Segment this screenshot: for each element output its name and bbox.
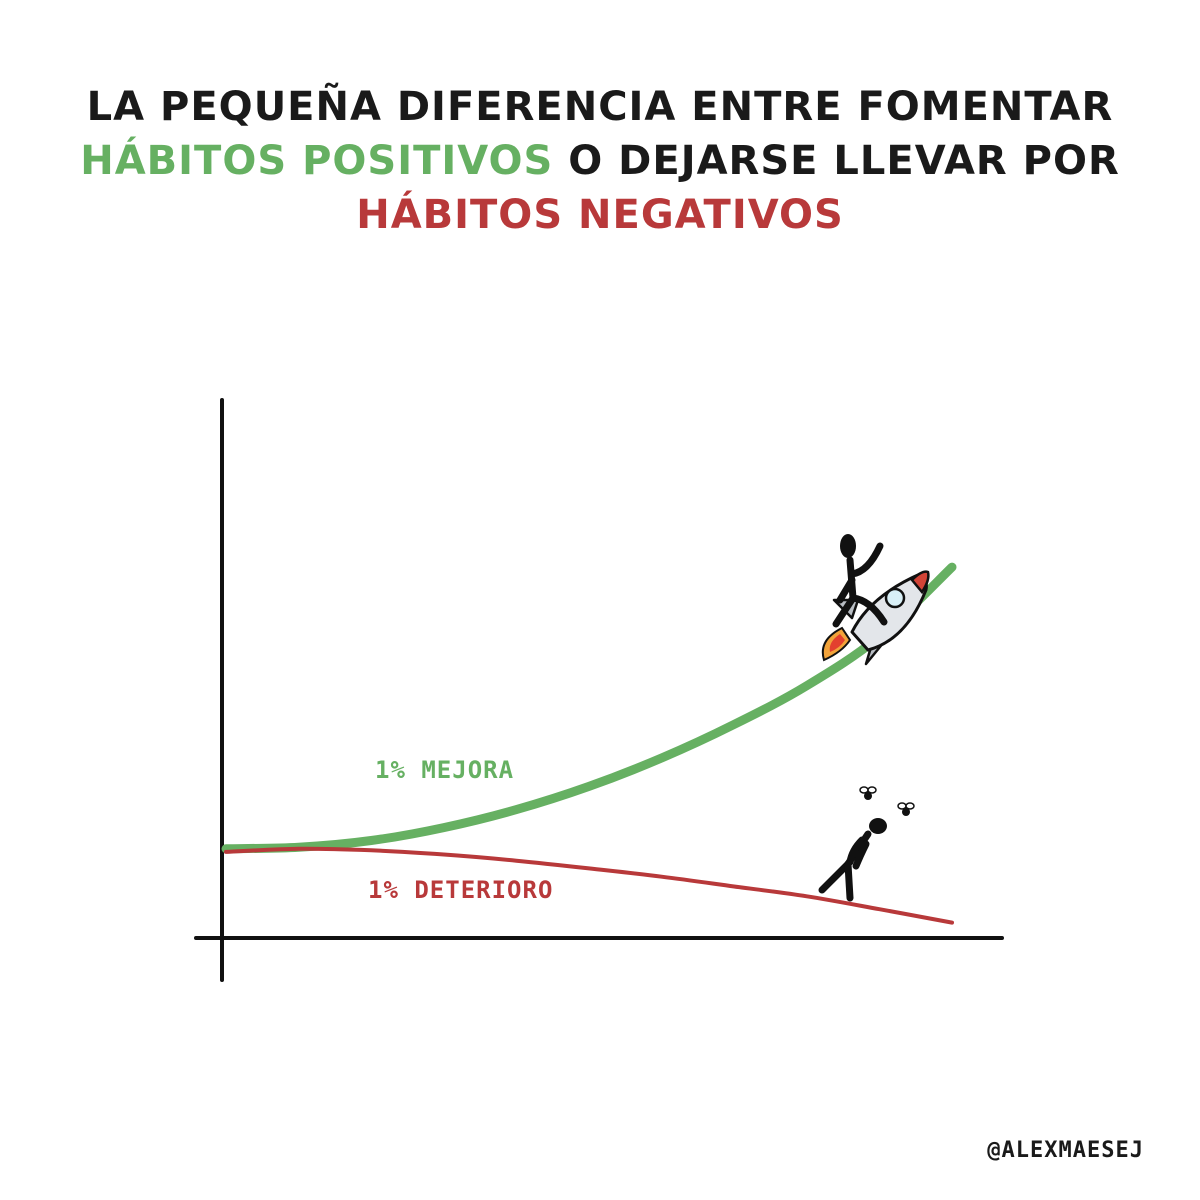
title-line-3: HÁBITOS NEGATIVOS [0, 188, 1200, 242]
series-label-mejora: 1% MEJORA [375, 756, 514, 784]
title-line-2: HÁBITOS POSITIVOS O DEJARSE LLEVAR POR [0, 134, 1200, 188]
page-title: LA PEQUEÑA DIFERENCIA ENTRE FOMENTAR HÁB… [0, 80, 1200, 242]
series-line-deterioro [224, 846, 954, 925]
title-line-2-rest: O DEJARSE LLEVAR POR [553, 138, 1120, 184]
author-credit: @ALEXMAESEJ [987, 1138, 1144, 1163]
stick-figure-walker [818, 818, 887, 902]
title-negative-habits: HÁBITOS NEGATIVOS [356, 192, 844, 238]
series-label-deterioro: 1% DETERIORO [368, 876, 553, 904]
title-positive-habits: HÁBITOS POSITIVOS [80, 138, 554, 184]
stick-figure-rocket-rider [832, 534, 888, 628]
fly-icon [859, 786, 915, 816]
title-line-1: LA PEQUEÑA DIFERENCIA ENTRE FOMENTAR [86, 84, 1114, 130]
series-line-mejora [221, 562, 957, 854]
